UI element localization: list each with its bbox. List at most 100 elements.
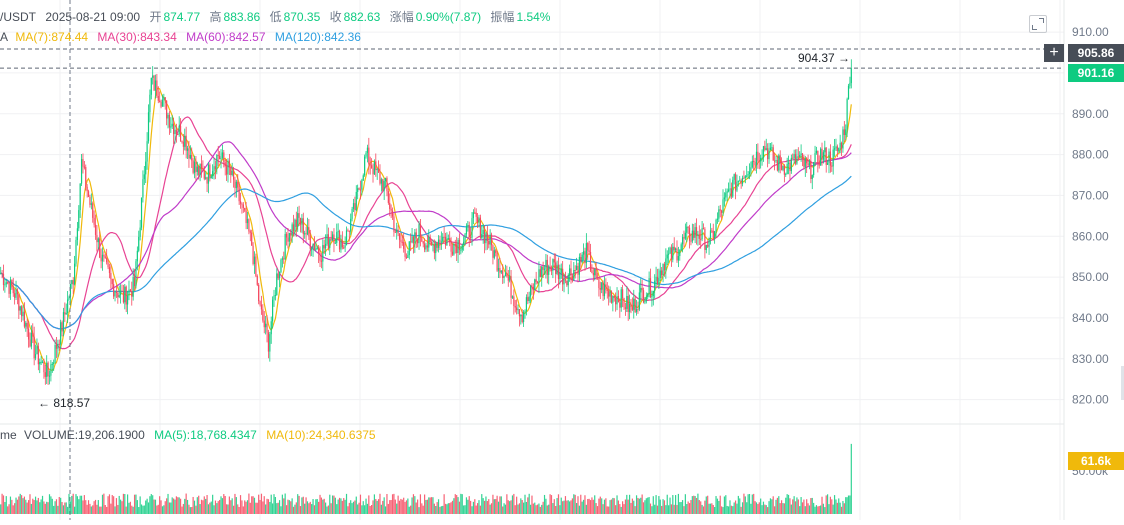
volume-bar — [758, 502, 760, 514]
volume-bar — [37, 497, 39, 514]
candle-body — [262, 309, 264, 321]
volume-bar — [510, 500, 512, 514]
candle-body — [288, 232, 290, 242]
candle-body — [493, 250, 495, 258]
volume-bar — [362, 501, 364, 514]
volume-bar — [634, 506, 636, 514]
volume-bar — [588, 498, 590, 514]
candle-body — [620, 289, 622, 308]
candle-body — [121, 290, 123, 292]
candle-body — [732, 179, 734, 197]
volume-bar — [276, 503, 278, 514]
candle-body — [89, 196, 91, 205]
volume-bar — [443, 494, 445, 514]
candle-body — [348, 230, 350, 232]
volume-bar — [329, 494, 331, 514]
candle-body — [761, 157, 763, 159]
candle-body — [258, 284, 260, 302]
volume-bar — [364, 505, 366, 514]
volume-bar — [700, 501, 702, 514]
volume-bar — [93, 501, 95, 514]
volume-bar — [350, 500, 352, 514]
candle-body — [634, 298, 636, 312]
change-label: 涨幅 — [389, 10, 414, 24]
candle-body — [740, 180, 742, 184]
candle-body — [839, 142, 841, 148]
add-order-button[interactable]: + — [1044, 44, 1064, 62]
candle-body — [575, 265, 578, 271]
candle-body — [768, 150, 770, 160]
candle-body — [55, 345, 58, 349]
candle-body — [500, 270, 502, 273]
candle-body — [817, 150, 819, 164]
volume-bar — [283, 498, 285, 514]
volume-bar — [754, 501, 756, 514]
volume-bar — [171, 497, 173, 514]
volume-bar — [305, 497, 307, 514]
volume-bar — [701, 504, 703, 514]
scrollbar[interactable] — [1121, 366, 1124, 400]
volume-bar — [202, 500, 204, 514]
candle-body — [5, 282, 7, 285]
volume-bar — [246, 500, 249, 514]
volume-bar — [831, 499, 833, 514]
candle-body — [18, 294, 20, 311]
candle-body — [746, 175, 748, 177]
volume-bar — [108, 494, 111, 514]
volume-bar — [345, 493, 348, 514]
volume-bar — [461, 494, 463, 514]
candle-body — [9, 279, 12, 294]
candle-body — [322, 245, 324, 262]
volume-bar — [0, 504, 2, 514]
volume-bar — [152, 495, 154, 514]
volume-bar — [111, 495, 113, 514]
volume-bar — [564, 496, 567, 514]
candle-body — [290, 232, 292, 236]
volume-bar — [581, 501, 583, 514]
fullscreen-icon[interactable] — [1029, 15, 1047, 33]
volume-bar — [170, 502, 172, 514]
volume-bar — [697, 493, 699, 514]
candle-body — [111, 278, 113, 285]
candle-body — [244, 207, 246, 211]
candle-body — [771, 147, 773, 149]
volume-bar — [262, 501, 264, 514]
volume-bar — [160, 500, 162, 514]
candle-body — [656, 276, 659, 284]
candle-body — [668, 253, 670, 255]
volume-bar — [760, 498, 762, 514]
volume-bar — [514, 505, 516, 514]
volume-bar — [302, 496, 304, 514]
candle-body — [294, 219, 296, 232]
volume-bar — [483, 500, 486, 514]
volume-bar — [269, 501, 271, 514]
volume-bar — [695, 497, 698, 514]
volume-bar — [224, 496, 226, 514]
volume-bar — [219, 499, 221, 514]
candle-body — [184, 135, 186, 147]
candle-body — [822, 152, 825, 160]
candle-body — [173, 123, 175, 135]
volume-bar — [794, 501, 797, 514]
candle-body — [550, 267, 553, 271]
candle-body — [107, 262, 109, 268]
candle-body — [626, 295, 628, 309]
candle-body — [832, 149, 834, 167]
volume-bar — [488, 499, 490, 514]
candle-body — [521, 314, 523, 322]
volume-bar — [532, 503, 534, 514]
volume-bar — [277, 502, 279, 514]
candle-body — [221, 152, 224, 158]
volume-bar — [153, 499, 155, 514]
candle-body — [228, 160, 230, 168]
grid-lines — [0, 0, 1065, 520]
volume-bar — [786, 494, 788, 514]
candle-body — [207, 164, 210, 184]
candle-body — [543, 268, 546, 270]
candle-body — [139, 227, 141, 237]
volume-bar — [12, 505, 14, 514]
candle-body — [470, 236, 472, 238]
candle-body — [153, 75, 155, 91]
